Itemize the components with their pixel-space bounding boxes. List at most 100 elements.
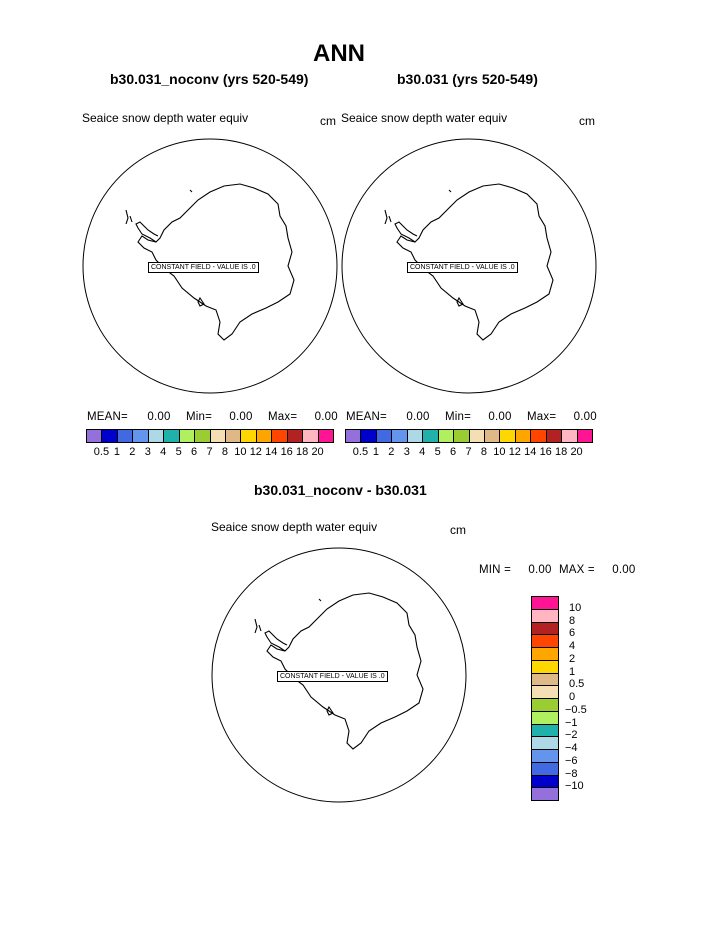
colorbar-level-label: 16: [539, 446, 552, 458]
min-label: Min=: [444, 411, 471, 423]
colorbar-level-label: 4: [160, 446, 167, 458]
colorbar-swatch: [101, 429, 118, 443]
colorbar-level-label: 3: [144, 446, 151, 458]
difference-subtitle: b30.031_noconv - b30.031: [254, 482, 427, 498]
colorbar-level-label: 2: [569, 652, 576, 665]
colorbar-level-label: 14: [524, 446, 537, 458]
min-value: 0.00: [229, 411, 253, 423]
max-label: Max=: [268, 411, 298, 423]
colorbar-swatch: [255, 429, 273, 443]
colorbar-swatch: [422, 429, 439, 443]
colorbar-swatch: [531, 723, 559, 738]
panel-1-colorbar-labels: 0.5 1 2 3 4 5 6 7 8 10 12 14 16 18 20: [86, 446, 333, 460]
panel-2-stats: MEAN= 0.00 Min= 0.00 Max= 0.00: [346, 411, 597, 423]
map-boundary: [341, 138, 597, 394]
colorbar-level-label: 1: [113, 446, 120, 458]
colorbar-level-label: 10: [234, 446, 247, 458]
colorbar-swatch: [531, 736, 559, 750]
antarctica-coastline: [396, 183, 554, 341]
colorbar-level-label: 6: [450, 446, 457, 458]
colorbar-swatch: [531, 685, 559, 699]
colorbar-level-label: 0.5: [569, 678, 585, 691]
colorbar-level-label: 0.5: [93, 446, 110, 458]
colorbar-swatch: [531, 761, 559, 776]
colorbar-level-label: −1: [565, 716, 578, 729]
max-label: MAX =: [559, 564, 595, 576]
panel-2-units: cm: [579, 114, 595, 128]
island-2: [129, 215, 133, 223]
colorbar-swatch: [531, 659, 559, 674]
colorbar-level-label: 18: [296, 446, 309, 458]
max-value: 0.00: [314, 411, 338, 423]
island-4: [318, 598, 322, 602]
colorbar-swatch: [132, 429, 149, 443]
colorbar-level-label: 6: [569, 627, 576, 640]
min-value: 0.00: [488, 411, 512, 423]
colorbar-level-label: 6: [191, 446, 198, 458]
island-2: [388, 215, 392, 223]
colorbar-level-label: 12: [508, 446, 521, 458]
colorbar-swatch: [531, 596, 559, 610]
difference-colorbar-labels: 10 8 6 4 2 1 0.5 0 −0.5 −1 −2 −4 −6 −8 −10: [565, 596, 605, 800]
colorbar-level-label: 5: [175, 446, 182, 458]
antarctic-peninsula: [264, 630, 288, 652]
colorbar-level-label: 8: [221, 446, 228, 458]
panel-1-variable: Seaice snow depth water equiv: [82, 111, 249, 125]
colorbar-level-label: 7: [465, 446, 472, 458]
page-title: ANN: [313, 40, 365, 67]
difference-constant-field: CONSTANT FIELD - VALUE IS .0: [277, 671, 388, 682]
mean-value: 0.00: [147, 411, 171, 423]
colorbar-swatch: [178, 429, 196, 443]
panel-1-map: [82, 138, 338, 394]
colorbar-swatch: [163, 429, 180, 443]
colorbar-swatch: [391, 429, 408, 443]
colorbar-swatch: [531, 634, 559, 648]
colorbar-level-label: 8: [480, 446, 487, 458]
colorbar-swatch: [209, 429, 226, 443]
min-label: MIN =: [479, 564, 511, 576]
colorbar-swatch: [531, 672, 559, 687]
colorbar-level-label: 20: [311, 446, 324, 458]
colorbar-swatch: [375, 429, 393, 443]
island-1: [384, 209, 388, 225]
colorbar-swatch: [483, 429, 501, 443]
colorbar-swatch: [531, 749, 559, 763]
panel-1-colorbar: [86, 429, 334, 443]
colorbar-level-label: −8: [565, 767, 578, 780]
colorbar-level-label: −2: [565, 729, 578, 742]
colorbar-swatch: [545, 429, 563, 443]
colorbar-level-label: 2: [129, 446, 136, 458]
colorbar-swatch: [561, 429, 578, 443]
colorbar-level-label: −10: [565, 780, 584, 793]
colorbar-level-label: 1: [372, 446, 379, 458]
antarctic-peninsula: [394, 221, 418, 243]
colorbar-swatch: [224, 429, 242, 443]
colorbar-level-label: 10: [493, 446, 506, 458]
colorbar-swatch: [240, 429, 257, 443]
colorbar-level-label: −4: [565, 742, 578, 754]
island-3: [197, 296, 205, 307]
colorbar-swatch: [360, 429, 377, 443]
colorbar-level-label: 12: [249, 446, 262, 458]
colorbar-swatch: [531, 774, 559, 789]
panel-2-subtitle: b30.031 (yrs 520-549): [397, 71, 538, 87]
colorbar-level-label: 14: [265, 446, 278, 458]
colorbar-swatch: [453, 429, 470, 443]
colorbar-level-label: 4: [569, 640, 576, 652]
island-2: [258, 624, 262, 632]
colorbar-level-label: 3: [403, 446, 410, 458]
colorbar-swatch: [302, 429, 319, 443]
colorbar-level-label: −6: [565, 754, 578, 767]
panel-1-units: cm: [320, 114, 336, 128]
difference-colorbar: [531, 596, 559, 801]
colorbar-level-label: 16: [280, 446, 293, 458]
colorbar-swatch: [531, 787, 559, 801]
colorbar-swatch: [406, 429, 424, 443]
panel-2-colorbar-labels: 0.5 1 2 3 4 5 6 7 8 10 12 14 16 18 20: [345, 446, 592, 460]
difference-variable: Seaice snow depth water equiv: [211, 520, 378, 534]
antarctica-coastline: [137, 183, 295, 341]
panel-2-colorbar: [345, 429, 593, 443]
panel-1-subtitle: b30.031_noconv (yrs 520-549): [110, 71, 309, 87]
colorbar-swatch: [345, 429, 362, 443]
map-boundary: [211, 547, 467, 803]
